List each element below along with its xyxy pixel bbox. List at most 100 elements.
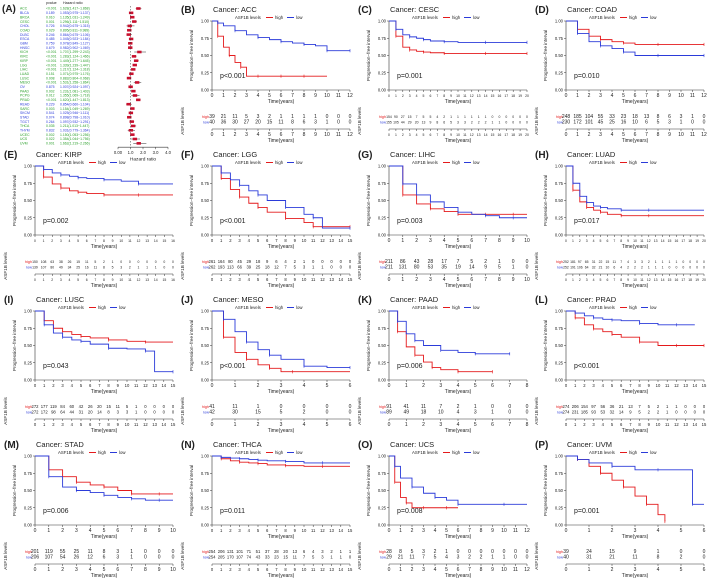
- forest-hr-text: 1.097(0.932−1.291): [60, 120, 90, 124]
- y-tick-label: 0.75: [378, 36, 387, 41]
- panel-title: Cancer: LUAD: [567, 150, 616, 159]
- risk-count-low: 12: [87, 555, 93, 561]
- panel-title: Cancer: PRAD: [567, 295, 617, 304]
- forest-point: [129, 72, 134, 76]
- p-value: p=0.010: [574, 73, 600, 80]
- risk-x-tick-label: 0: [388, 133, 390, 137]
- x-tick-label: 2: [229, 238, 232, 243]
- x-tick-label: 4: [443, 238, 446, 244]
- risk-count-high: 56: [600, 404, 605, 409]
- risk-count-low: 89: [386, 410, 392, 416]
- risk-count-low: 2: [468, 555, 471, 561]
- forest-cancer-label: COAD: [20, 28, 30, 32]
- risk-count-low: 0: [682, 266, 684, 270]
- risk-count-low: 231: [572, 410, 580, 415]
- risk-count-low: 3: [314, 120, 317, 126]
- risk-count-low: 23: [274, 555, 279, 560]
- risk-count-high: 6: [275, 259, 278, 264]
- risk-label-low: low: [557, 266, 563, 270]
- risk-count-low: 211: [385, 265, 393, 271]
- x-tick-label: 3: [429, 238, 432, 244]
- y-tick-label: 0.50: [555, 488, 564, 493]
- risk-count-high: 0: [694, 404, 697, 409]
- risk-x-tick-label: 2: [234, 132, 237, 138]
- y-tick-label: 0.50: [378, 343, 387, 348]
- risk-count-high: 1: [471, 115, 473, 119]
- x-tick-label: 4: [593, 239, 595, 243]
- risk-x-axis-label: Time(years): [622, 283, 649, 289]
- risk-x-tick-label: 0: [565, 278, 567, 282]
- risk-x-axis-label: Time(years): [268, 428, 295, 434]
- risk-count-high: 1: [691, 114, 694, 120]
- x-tick-label: 12: [320, 238, 325, 243]
- risk-count-low: 1: [155, 266, 157, 270]
- risk-x-tick-label: 10: [302, 567, 307, 572]
- panel-label: (A): [2, 4, 16, 15]
- risk-x-axis-label: Time(years): [268, 138, 295, 144]
- risk-count-high: 0: [129, 260, 131, 264]
- legend-label-high: high: [275, 160, 284, 165]
- risk-x-tick-label: 5: [457, 277, 460, 283]
- risk-label-high: high: [202, 550, 209, 554]
- forest-point: [132, 137, 138, 141]
- forest-pvalue: <0.001: [46, 63, 57, 67]
- forest-point: [126, 33, 131, 36]
- risk-table: ASF1B levels highlow394024311521911180200…: [534, 542, 706, 579]
- forest-pvalue: 0.001: [46, 20, 55, 24]
- x-tick-label: 0: [34, 383, 37, 388]
- x-tick-label: 8: [144, 528, 147, 534]
- forest-cancer-label: READ: [20, 102, 30, 106]
- risk-count-high: 1: [655, 260, 657, 264]
- risk-x-tick-label: 4: [443, 277, 446, 283]
- risk-x-tick-label: 11: [665, 422, 670, 427]
- x-tick-label: 10: [633, 239, 637, 243]
- risk-count-high: 4: [284, 259, 287, 264]
- risk-count-high: 0: [703, 114, 706, 120]
- km-curve-low: [212, 165, 350, 229]
- risk-table-ylabel: ASF1B levels: [534, 397, 539, 425]
- risk-count-low: 191: [570, 266, 576, 270]
- risk-table: ASF1B levels highlow201206119107555425261…: [3, 542, 176, 579]
- risk-x-tick-label: 6: [349, 422, 352, 428]
- risk-count-high: 1: [314, 114, 317, 120]
- risk-label-high: high: [25, 405, 32, 409]
- risk-count-high: 15: [408, 115, 412, 119]
- panel-label: (I): [4, 295, 13, 306]
- risk-count-high: 0: [503, 549, 506, 555]
- risk-count-low: 2: [480, 555, 483, 561]
- risk-label-low: low: [557, 556, 563, 560]
- x-tick-label: 0: [211, 383, 214, 389]
- legend-label-low: low: [650, 160, 657, 165]
- risk-x-tick-label: 3: [280, 422, 283, 428]
- risk-count-high: 97: [578, 260, 582, 264]
- legend-title: ASF1B levels: [58, 305, 84, 310]
- risk-count-low: 13: [422, 121, 426, 125]
- risk-count-low: 31: [79, 410, 84, 415]
- risk-count-high: 45: [237, 259, 242, 264]
- x-tick-label: 1: [43, 239, 45, 243]
- risk-table-ylabel: ASF1B levels: [3, 397, 8, 425]
- forest-cancer-label: PRAD: [20, 98, 30, 102]
- p-value: p=0.017: [574, 218, 600, 225]
- risk-count-high: 5: [648, 404, 651, 409]
- forest-cancer-label: UCEC: [20, 133, 30, 137]
- risk-count-low: 25: [76, 266, 80, 270]
- risk-x-tick-label: 9: [627, 278, 629, 282]
- x-tick-label: 0: [388, 528, 391, 534]
- y-tick-label: 0.50: [378, 53, 387, 58]
- forest-point: [131, 55, 137, 58]
- y-tick-label: 0.75: [24, 326, 33, 331]
- risk-table-ylabel: ASF1B levels: [534, 107, 539, 135]
- risk-x-tick-label: 11: [513, 567, 518, 573]
- forest-pvalue: 0.001: [46, 142, 55, 146]
- km-legend: ASF1B levels high low: [235, 15, 303, 20]
- x-tick-label: 6: [703, 528, 706, 534]
- risk-count-low: 53: [428, 265, 434, 271]
- forest-hr-text: 1.339(1.239−1.447): [60, 63, 90, 67]
- risk-count-high: 0: [680, 549, 683, 555]
- x-tick-label: 9: [158, 528, 161, 534]
- x-tick-label: 11: [665, 383, 670, 388]
- risk-x-tick-label: 4: [257, 132, 260, 138]
- x-tick-label: 5: [622, 93, 625, 99]
